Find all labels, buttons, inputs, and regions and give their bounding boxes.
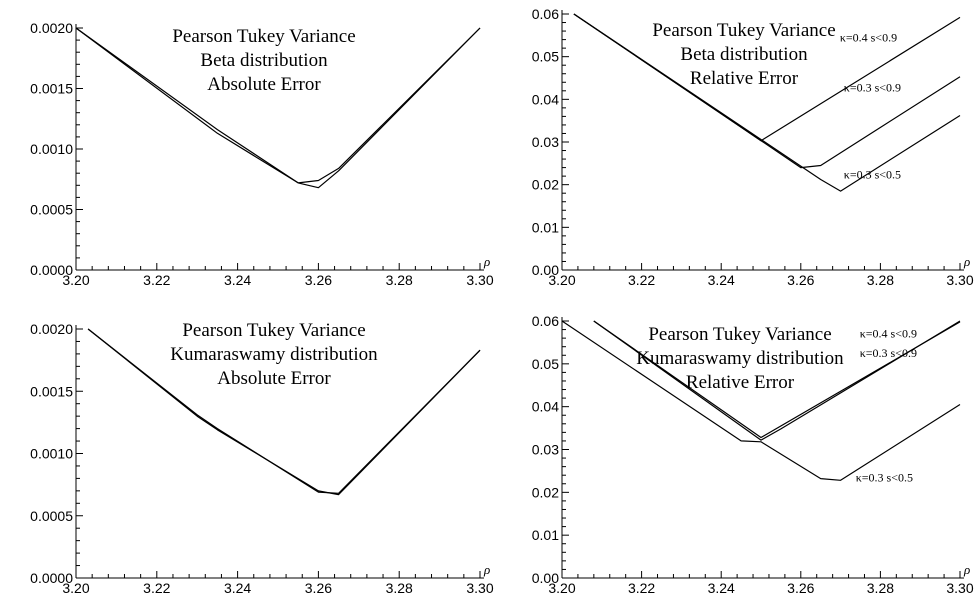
- chart-title-line: Beta distribution: [680, 44, 808, 65]
- chart-title-line: Relative Error: [690, 68, 799, 89]
- curve-annotation: κ=0.3 s<0.9: [860, 346, 917, 360]
- x-tick-label: 3.28: [386, 272, 413, 288]
- y-tick-label: 0.0005: [30, 508, 73, 524]
- series-line-1: [75, 27, 481, 189]
- y-tick-label: 0.0010: [30, 141, 73, 157]
- x-tick-label: 3.26: [787, 272, 814, 288]
- chart-panel-2: 3.20 3.22 3.24 3.26 3.28 3.30 0.00 0.01 0.02 0.03…: [532, 6, 974, 288]
- y-tick-label: 0.0020: [30, 20, 73, 36]
- y-tick-label: 0.0000: [30, 262, 73, 278]
- x-tick-label: 3.20: [548, 272, 575, 288]
- y-tick-label: 0.01: [532, 219, 559, 235]
- chart-title-line: Beta distribution: [200, 50, 328, 71]
- x-axis-label: ρ: [483, 562, 490, 577]
- y-tick-label: 0.02: [532, 177, 559, 193]
- y-tick-label: 0.05: [532, 356, 559, 372]
- y-tick-label: 0.04: [532, 91, 559, 107]
- x-tick-label: 3.30: [946, 580, 973, 596]
- x-tick-label: 3.28: [867, 580, 894, 596]
- y-tick-label: 0.06: [532, 313, 559, 329]
- curve-annotation: κ=0.3 s<0.9: [844, 81, 901, 95]
- series-line-3: [573, 13, 961, 192]
- series-line-3: [561, 320, 961, 481]
- y-tick-label: 0.03: [532, 442, 559, 458]
- chart-title-line: Absolute Error: [217, 368, 331, 389]
- x-tick-label: 3.22: [628, 580, 655, 596]
- x-tick-label: 3.30: [466, 272, 493, 288]
- curve-annotation: κ=0.4 s<0.9: [840, 31, 897, 45]
- series-line-2: [593, 320, 961, 441]
- chart-title-line: Kumaraswamy distribution: [170, 344, 378, 365]
- y-tick-label: 0.02: [532, 484, 559, 500]
- y-tick-label: 0.00: [532, 262, 559, 278]
- chart-title-line: Kumaraswamy distribution: [636, 348, 844, 369]
- x-axis-label: ρ: [963, 562, 970, 577]
- y-tick-label: 0.04: [532, 399, 559, 415]
- y-tick-label: 0.0000: [30, 570, 73, 586]
- series-line-2: [75, 27, 481, 184]
- y-tick-label: 0.03: [532, 134, 559, 150]
- y-tick-label: 0.05: [532, 49, 559, 65]
- y-tick-label: 0.0020: [30, 321, 73, 337]
- x-tick-label: 3.24: [224, 272, 251, 288]
- x-tick-label: 3.26: [787, 580, 814, 596]
- y-tick-label: 0.0005: [30, 202, 73, 218]
- x-tick-label: 3.30: [466, 580, 493, 596]
- y-tick-label: 0.01: [532, 527, 559, 543]
- y-tick-label: 0.06: [532, 6, 559, 22]
- x-tick-label: 3.22: [143, 580, 170, 596]
- x-tick-label: 3.24: [224, 580, 251, 596]
- chart-title-line: Pearson Tukey Variance: [182, 320, 365, 341]
- x-tick-label: 3.26: [305, 580, 332, 596]
- chart-title-line: Pearson Tukey Variance: [652, 20, 835, 41]
- x-axis-label: ρ: [963, 254, 970, 269]
- chart-title-line: Pearson Tukey Variance: [648, 324, 831, 345]
- x-tick-label: 3.28: [867, 272, 894, 288]
- x-axis-label: ρ: [483, 254, 490, 269]
- chart-panel-4: 3.20 3.22 3.24 3.26 3.28 3.30 0.00 0.01 0.02 0.03…: [532, 313, 974, 596]
- x-tick-label: 3.24: [708, 272, 735, 288]
- x-tick-label: 3.28: [386, 580, 413, 596]
- curve-annotation: κ=0.3 s<0.5: [844, 167, 901, 181]
- y-tick-label: 0.0015: [30, 383, 73, 399]
- chart-title-line: Relative Error: [686, 372, 795, 393]
- y-tick-label: 0.0010: [30, 446, 73, 462]
- series-line-2: [87, 328, 481, 494]
- curve-annotation: κ=0.3 s<0.5: [856, 471, 913, 485]
- x-tick-label: 3.22: [143, 272, 170, 288]
- x-tick-label: 3.20: [62, 580, 89, 596]
- chart-title-line: Absolute Error: [207, 74, 321, 95]
- x-tick-label: 3.24: [708, 580, 735, 596]
- x-tick-label: 3.20: [548, 580, 575, 596]
- chart-title-line: Pearson Tukey Variance: [172, 26, 355, 47]
- x-tick-label: 3.22: [628, 272, 655, 288]
- chart-panel-3: 3.20 3.22 3.24 3.26 3.28 3.30 0.0000 0.0005 0.00…: [30, 320, 494, 596]
- chart-panel-1: 3.20 3.22 3.24 3.26 3.28 3.30 0.0000 0.0005 0.00…: [30, 20, 494, 288]
- y-tick-label: 0.00: [532, 570, 559, 586]
- x-tick-label: 3.26: [305, 272, 332, 288]
- curve-annotation: κ=0.4 s<0.9: [860, 326, 917, 340]
- x-tick-label: 3.30: [946, 272, 973, 288]
- y-tick-label: 0.0015: [30, 81, 73, 97]
- x-tick-label: 3.20: [62, 272, 89, 288]
